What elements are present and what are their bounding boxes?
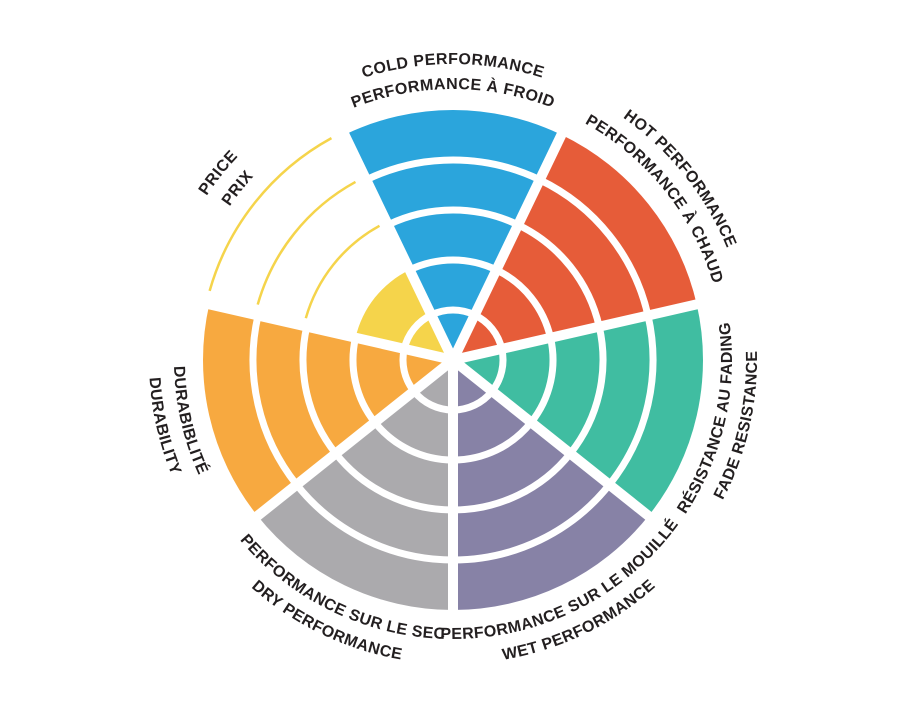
ring-separator — [516, 221, 603, 328]
unfilled-ring-outline-price — [208, 137, 333, 292]
ring-separator — [299, 325, 339, 456]
unfilled-ring-outline-price — [256, 180, 357, 305]
wedge-fill-cold-performance — [344, 110, 562, 360]
wedge-hot-performance — [453, 134, 697, 360]
ring-separator — [364, 156, 542, 183]
wedge-fill-dry-performance — [257, 360, 453, 610]
spoke-divider — [337, 127, 458, 363]
ring-separator — [538, 176, 652, 317]
ring-separator — [249, 314, 300, 487]
ring-separator — [332, 451, 454, 514]
ring-separator — [452, 482, 613, 564]
spoke-divider — [202, 298, 455, 365]
spoke-divider — [448, 127, 569, 363]
spoke-divider — [249, 356, 457, 524]
ring-separator — [293, 482, 454, 564]
ring-separator — [606, 314, 657, 487]
wedge-durability — [203, 304, 453, 516]
wedge-label-cold-performance-line2: PERFORMANCE À FROID — [349, 76, 557, 112]
unfilled-ring-outline-price — [304, 224, 381, 319]
wedge-cold-performance — [344, 110, 562, 360]
ring-separator — [452, 420, 534, 464]
spoke-divider — [449, 356, 657, 524]
ring-separator — [567, 325, 607, 456]
ring-separator — [408, 256, 498, 274]
spoke-divider — [451, 298, 704, 365]
ring-separator — [386, 206, 520, 229]
wedge-wet-performance — [452, 360, 649, 610]
ring-separator — [349, 336, 378, 425]
wedge-fill-wet-performance — [453, 360, 649, 610]
wedge-fill-durability — [203, 304, 453, 516]
wedge-fill-price — [355, 269, 453, 360]
ring-separator — [494, 266, 554, 339]
ring-separator — [452, 451, 574, 514]
ring-separator — [528, 336, 557, 425]
wedge-fill-fade-resistance — [453, 304, 703, 516]
spokes-layer — [202, 127, 704, 616]
wedge-dry-performance — [257, 360, 454, 610]
ring-separator — [372, 420, 454, 464]
wedges-layer — [203, 110, 703, 610]
wedge-fill-hot-performance — [453, 134, 697, 360]
